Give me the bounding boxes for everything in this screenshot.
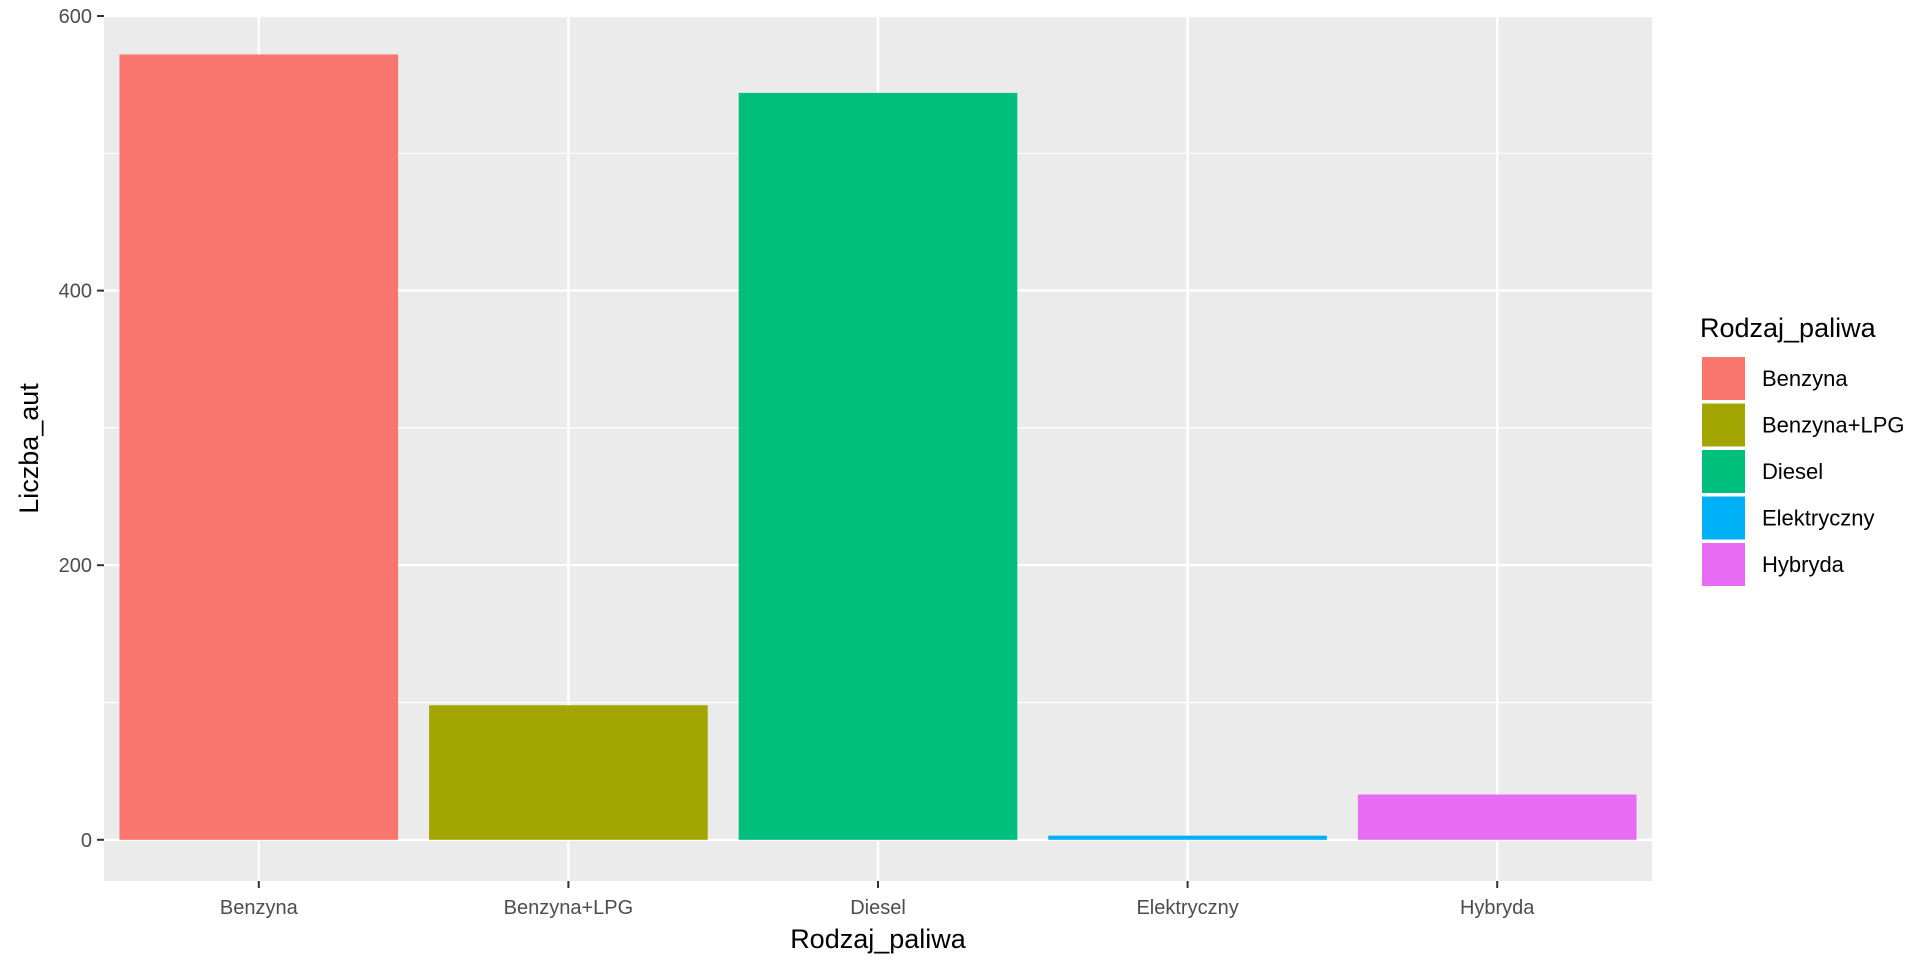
x-tick-label: Benzyna (220, 897, 299, 919)
y-axis: 0 200 400 600 (59, 6, 104, 852)
legend-swatch (1702, 450, 1745, 493)
x-axis-title: Rodzaj_paliwa (790, 924, 967, 954)
legend-label: Hybryda (1762, 552, 1845, 577)
legend-swatch (1702, 357, 1745, 400)
y-tick-label: 400 (59, 281, 92, 303)
x-tick-label: Elektryczny (1136, 897, 1238, 919)
y-tick-label: 0 (81, 830, 92, 852)
bar-diesel (738, 92, 1018, 840)
legend-swatch (1702, 496, 1745, 540)
y-tick-label: 600 (59, 6, 92, 28)
legend-title: Rodzaj_paliwa (1700, 313, 1877, 343)
x-axis: Benzyna Benzyna+LPG Diesel Elektryczny Hybry… (220, 881, 1535, 919)
legend-label: Benzyna (1762, 366, 1848, 391)
y-tick-label: 200 (59, 555, 92, 577)
legend-label: Diesel (1762, 459, 1823, 484)
legend: Rodzaj_paliwa Benzyna Benzyna+LPG Diesel El… (1700, 313, 1904, 586)
x-tick-label: Benzyna+LPG (504, 897, 634, 919)
bar-benzyna (119, 54, 399, 840)
legend-swatch (1702, 543, 1745, 586)
x-tick-label: Hybryda (1460, 897, 1535, 919)
x-tick-label: Diesel (850, 897, 906, 919)
legend-label: Benzyna+LPG (1762, 413, 1904, 438)
bars (119, 54, 1637, 840)
bar-hybryda (1357, 794, 1637, 840)
y-axis-title: Liczba_aut (14, 383, 44, 514)
bar-benzyna-lpg (429, 705, 708, 840)
legend-swatch (1702, 403, 1745, 447)
legend-items: Benzyna Benzyna+LPG Diesel Elektryczny Hybry… (1702, 357, 1904, 586)
bar-elektryczny (1048, 835, 1327, 840)
legend-label: Elektryczny (1762, 506, 1874, 531)
